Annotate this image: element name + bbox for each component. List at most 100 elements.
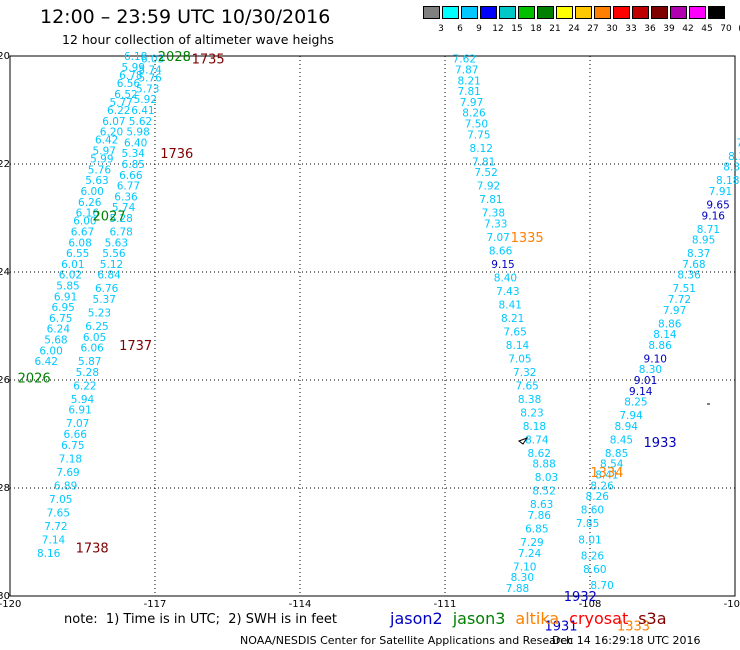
swh-value: 6.06 bbox=[80, 343, 104, 355]
swh-value: 6.66 bbox=[119, 170, 143, 182]
credit-line: NOAA/NESDIS Center for Satellite Applica… bbox=[240, 634, 574, 647]
swh-value: 7.81 bbox=[472, 156, 495, 168]
swh-value: 8.66 bbox=[489, 245, 513, 257]
swh-value: 6.08 bbox=[68, 237, 91, 249]
map-grid bbox=[9, 55, 736, 597]
swh-value: 6.95 bbox=[51, 302, 74, 314]
swh-value: 8.41 bbox=[499, 299, 522, 311]
legend-swatch bbox=[442, 6, 459, 19]
legend-label: 6 bbox=[457, 24, 463, 34]
satellite-name: s3a bbox=[638, 609, 667, 628]
legend-swatch bbox=[556, 6, 573, 19]
swh-value: 8.41 bbox=[595, 470, 618, 482]
swh-value: 7.69 bbox=[56, 467, 79, 479]
swh-value: 8.86 bbox=[648, 340, 672, 352]
legend-swatch bbox=[480, 6, 497, 19]
swh-value: 8.30 bbox=[639, 364, 662, 376]
swh-value: 6.67 bbox=[71, 227, 94, 239]
swh-value: 5.56 bbox=[102, 248, 126, 260]
pass-time-label: 1334 bbox=[590, 466, 623, 481]
swh-value: 7.92 bbox=[477, 181, 500, 193]
legend-label: 39 bbox=[663, 24, 675, 34]
footnote: note: 1) Time is in UTC; 2) SWH is in fe… bbox=[64, 612, 337, 627]
swh-value: 6.55 bbox=[66, 248, 89, 260]
chart-subtitle: 12 hour collection of altimeter wave hei… bbox=[62, 32, 334, 47]
pass-time-label: 2026 bbox=[18, 371, 51, 386]
swh-value: 5.97 bbox=[93, 146, 116, 158]
swh-value: 5.74 bbox=[112, 202, 136, 214]
swh-value: 8.25 bbox=[624, 397, 647, 409]
swh-value: 7.9 bbox=[736, 137, 740, 149]
swh-value: 7.52 bbox=[474, 167, 497, 179]
legend-swatch bbox=[708, 6, 725, 19]
swh-value: 6.20 bbox=[100, 127, 123, 139]
legend-label: 21 bbox=[549, 24, 561, 34]
swh-value: 6.56 bbox=[117, 78, 141, 90]
swh-value: 6.03 bbox=[141, 54, 164, 66]
swh-value: 5.37 bbox=[93, 294, 116, 306]
swh-value: 6.25 bbox=[85, 321, 108, 333]
legend-swatch bbox=[651, 6, 668, 19]
coast-marker bbox=[517, 436, 529, 445]
swh-value: 6.76 bbox=[95, 283, 119, 295]
legend-swatch bbox=[613, 6, 630, 19]
swh-value: 5.94 bbox=[71, 394, 95, 406]
swh-value: 7.51 bbox=[673, 283, 696, 295]
legend-label: 12 bbox=[492, 24, 504, 34]
swh-value: 6.41 bbox=[131, 105, 154, 117]
legend-swatch bbox=[423, 6, 440, 19]
x-tick-label: -114 bbox=[289, 599, 312, 610]
pass-time-label: 1931 bbox=[544, 620, 577, 635]
swh-value: 8.45 bbox=[610, 434, 633, 446]
swh-value: 8.60 bbox=[581, 505, 604, 517]
swh-value: 7.33 bbox=[484, 218, 507, 230]
swh-value: 5.63 bbox=[105, 237, 128, 249]
swh-value: 7.24 bbox=[518, 548, 542, 560]
y-tick-label: 24 bbox=[0, 267, 10, 278]
swh-value: 8.18 bbox=[523, 421, 546, 433]
satellite-name: altika bbox=[515, 609, 560, 628]
swh-value: 5.77 bbox=[109, 97, 132, 109]
legend-label: 24 bbox=[568, 24, 580, 34]
swh-value: 6.02 bbox=[59, 270, 82, 282]
swh-value: 8.26 bbox=[586, 491, 610, 503]
swh-value: 5.76 bbox=[88, 164, 112, 176]
chart-title: 12:00 – 23:59 UTC 10/30/2016 bbox=[40, 6, 331, 28]
swh-value: 6.78 bbox=[109, 227, 132, 239]
pass-time-label: 2027 bbox=[93, 209, 126, 224]
swh-value: 9.14 bbox=[629, 386, 653, 398]
swh-value: 6.26 bbox=[78, 197, 102, 209]
pass-time-label: 1735 bbox=[192, 53, 225, 68]
swh-value: 8.74 bbox=[525, 434, 549, 446]
swh-value: 7.38 bbox=[482, 208, 505, 220]
legend-label: 27 bbox=[587, 24, 599, 34]
legend-swatch bbox=[689, 6, 706, 19]
swh-value: 7.14 bbox=[42, 534, 66, 546]
swh-value: 5.28 bbox=[109, 213, 132, 225]
swh-value: 8.18 bbox=[716, 175, 739, 187]
swh-value: 7.62 bbox=[453, 54, 476, 66]
swh-value: 7.29 bbox=[520, 537, 543, 549]
swh-value: 6.00 bbox=[39, 345, 62, 357]
legend-swatch bbox=[575, 6, 592, 19]
swh-value: 6.24 bbox=[47, 324, 71, 336]
swh-value: 7.72 bbox=[44, 521, 67, 533]
swh-value: 9.65 bbox=[706, 200, 729, 212]
swh-value: 5.68 bbox=[44, 335, 67, 347]
swh-value: 6.40 bbox=[124, 137, 147, 149]
swh-value: 6.91 bbox=[68, 405, 91, 417]
satellite-name: jason2 bbox=[390, 609, 443, 628]
swh-value: 8.26 bbox=[581, 551, 605, 563]
x-tick-label: -111 bbox=[434, 599, 457, 610]
pass-time-label: 1933 bbox=[644, 436, 677, 451]
time-labels: 2028173517362027173720261738133519341933… bbox=[18, 50, 677, 635]
swh-value: 5.62 bbox=[129, 116, 152, 128]
swh-value: 6.07 bbox=[102, 116, 125, 128]
legend-label: 18 bbox=[530, 24, 542, 34]
swh-value: 5.12 bbox=[100, 259, 123, 271]
legend-swatch bbox=[537, 6, 554, 19]
swh-value: 8.19 bbox=[728, 151, 740, 163]
pass-time-label: 2028 bbox=[158, 50, 191, 65]
swh-value: 7.32 bbox=[513, 367, 536, 379]
legend-label: 42 bbox=[682, 24, 694, 34]
